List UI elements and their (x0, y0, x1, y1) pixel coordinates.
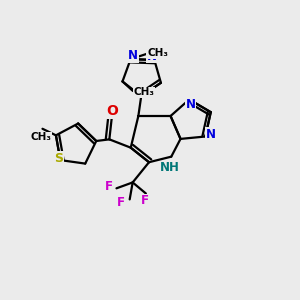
Text: S: S (54, 152, 63, 165)
Text: N: N (147, 50, 157, 63)
Text: O: O (106, 104, 118, 118)
Text: CH₃: CH₃ (31, 132, 52, 142)
Text: F: F (141, 194, 149, 207)
Text: F: F (117, 196, 125, 209)
Text: NH: NH (160, 161, 180, 175)
Text: N: N (206, 128, 216, 141)
Text: N: N (128, 49, 138, 62)
Text: N: N (186, 98, 196, 111)
Text: F: F (105, 180, 113, 193)
Text: CH₃: CH₃ (134, 88, 155, 98)
Text: CH₃: CH₃ (148, 48, 169, 58)
